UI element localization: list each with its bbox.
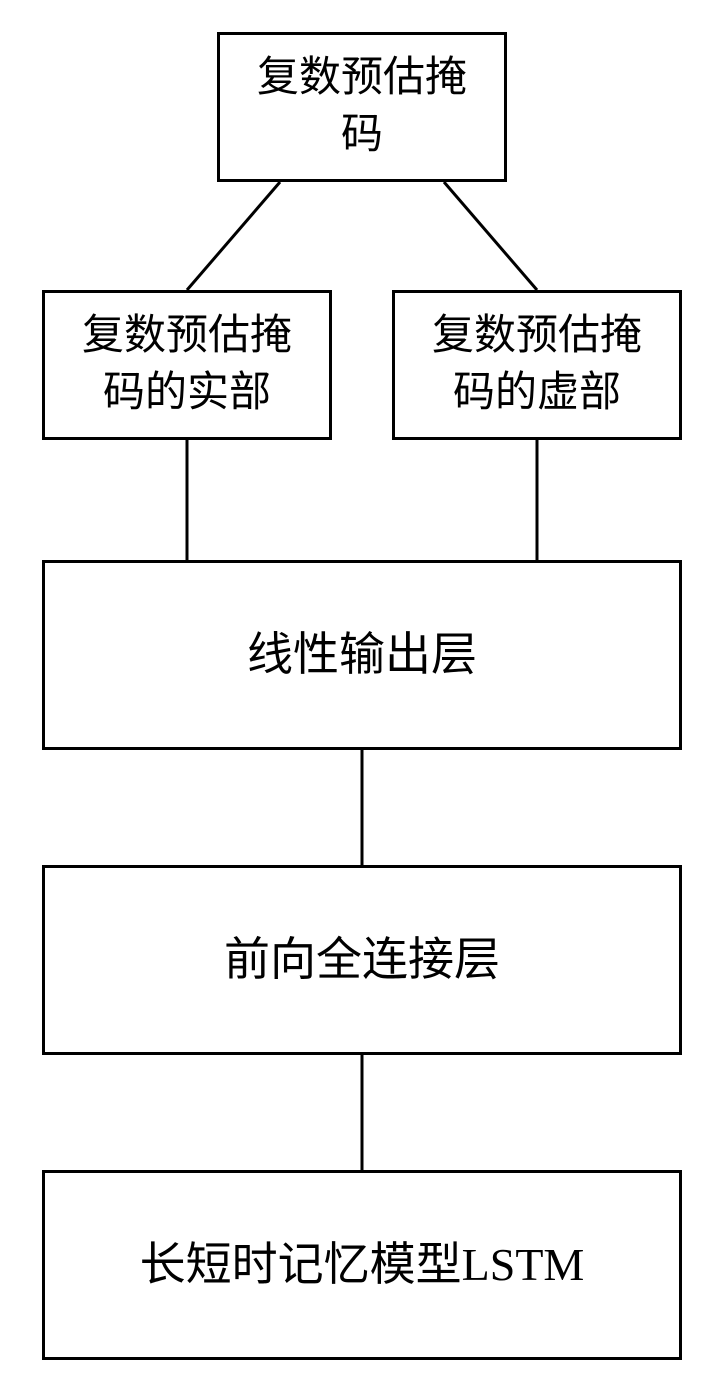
node-label: 长短时记忆模型LSTM (140, 1234, 585, 1296)
node-complex-mask: 复数预估掩码 (217, 32, 507, 182)
node-label: 线性输出层 (247, 624, 477, 686)
edge (444, 182, 537, 290)
node-label: 复数预估掩码 (257, 50, 467, 163)
node-mask-real-part: 复数预估掩码的实部 (42, 290, 332, 440)
node-label: 复数预估掩码的虚部 (432, 308, 642, 421)
node-mask-imag-part: 复数预估掩码的虚部 (392, 290, 682, 440)
node-linear-output-layer: 线性输出层 (42, 560, 682, 750)
node-forward-fc-layer: 前向全连接层 (42, 865, 682, 1055)
node-lstm: 长短时记忆模型LSTM (42, 1170, 682, 1360)
edge (187, 182, 280, 290)
node-label: 复数预估掩码的实部 (82, 308, 292, 421)
node-label: 前向全连接层 (224, 929, 500, 991)
